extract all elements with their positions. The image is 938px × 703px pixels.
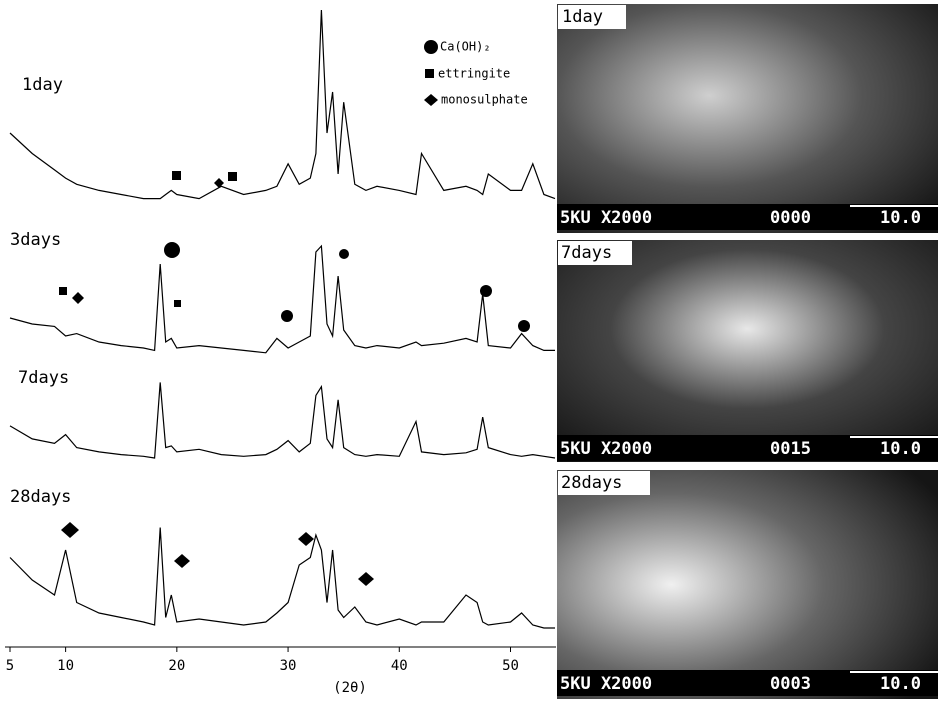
x-tick-label: 30 [280, 658, 297, 674]
legend-label: monosulphate [441, 93, 528, 107]
scale-label: 10.0 [880, 208, 921, 228]
sem-image [557, 4, 938, 233]
pattern-label: 28days [10, 487, 71, 507]
x-tick-label: 20 [168, 658, 185, 674]
caption-code: 0015 [770, 439, 811, 459]
x-axis-label: (2θ) [333, 680, 367, 696]
x-tick-label: 5 [6, 658, 14, 674]
pattern-label: 3days [10, 230, 61, 250]
xrd-pattern [10, 382, 555, 458]
pattern-label: 7days [18, 368, 69, 388]
legend-symbol [424, 40, 438, 54]
legend-label: ettringite [438, 67, 510, 81]
pattern-label: 1day [22, 75, 63, 95]
xrd-pattern [10, 246, 555, 353]
x-tick-label: 40 [391, 658, 408, 674]
panel-label: 7days [561, 243, 612, 263]
legend-label: Ca(OH)₂ [440, 40, 491, 54]
legend-symbol [424, 94, 438, 106]
caption: 5KU X2000 [560, 674, 652, 694]
legend-symbol [425, 69, 434, 78]
scale-label: 10.0 [880, 674, 921, 694]
sem-image [557, 240, 938, 462]
caption-code: 0003 [770, 674, 811, 694]
figure: 1day 3days 7days 28days (2θ) Ca(OH)₂ ett… [0, 0, 938, 699]
sem-image [557, 470, 938, 699]
panel-label: 1day [562, 7, 603, 27]
caption: 5KU X2000 [560, 439, 652, 459]
x-tick-label: 50 [502, 658, 519, 674]
panel-label: 28days [561, 473, 622, 493]
caption-code: 0000 [770, 208, 811, 228]
caption: 5KU X2000 [560, 208, 652, 228]
peak-markers [59, 171, 530, 586]
xrd-pattern [10, 528, 555, 629]
x-tick-label: 10 [57, 658, 74, 674]
scale-label: 10.0 [880, 439, 921, 459]
